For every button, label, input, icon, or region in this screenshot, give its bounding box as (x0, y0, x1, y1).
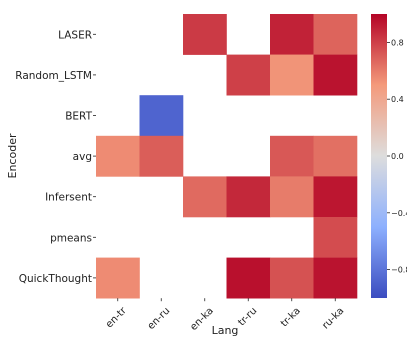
y-tick-label: Random_LSTM (15, 70, 92, 82)
heatmap-cell (313, 176, 358, 218)
heatmap-cell (270, 135, 314, 177)
colorbar-tick-label: −0.8 (391, 266, 407, 275)
heatmap-cell (226, 257, 271, 299)
heatmap-cell (313, 217, 358, 258)
y-tick-label: avg (73, 151, 92, 163)
heatmap-cell (270, 176, 314, 218)
colorbar-tick-label: 0.4 (391, 95, 404, 104)
colorbar-gradient (371, 14, 387, 298)
heatmap-cell (270, 14, 314, 55)
heatmap-cell (313, 135, 358, 177)
colorbar-tick-label: 0.0 (391, 152, 404, 161)
x-tick-label: en-tr (104, 305, 129, 330)
x-tick-label: en-ru (146, 305, 173, 332)
colorbar-ticks: 0.8 0.4 0.0 −0.4 −0.8 (387, 38, 407, 275)
colorbar-tick-label: −0.4 (391, 209, 407, 218)
heatmap-cell (139, 135, 184, 177)
heatmap-cell (270, 257, 314, 299)
heatmap-cell (183, 14, 227, 55)
x-tick-label: tr-ka (279, 305, 303, 329)
y-tick-label: LASER (58, 29, 92, 41)
colorbar-tick-label: 0.8 (391, 38, 404, 47)
y-axis-label: Encoder (6, 133, 19, 178)
heatmap-cell (313, 257, 358, 299)
heatmap-cell (96, 135, 140, 177)
heatmap-cell (139, 95, 184, 137)
heatmap-cell (313, 54, 358, 96)
y-tick-label: pmeans (50, 232, 92, 244)
colorbar: 0.8 0.4 0.0 −0.4 −0.8 (371, 14, 407, 298)
y-tick-label: Infersent (45, 192, 92, 204)
x-tick-label: tr-ru (236, 305, 259, 328)
heatmap-cells (96, 14, 358, 299)
y-tick-label: QuickThought (19, 273, 92, 285)
x-axis-label: Lang (212, 324, 239, 336)
heatmap-cell (183, 176, 227, 218)
heatmap-cell (96, 257, 140, 299)
heatmap-cell (226, 54, 271, 96)
x-tick-label: ru-ka (320, 305, 346, 331)
y-axis-ticks: LASER Random_LSTM BERT avg Infersent pmeans Qu… (15, 29, 96, 285)
heatmap-cell (313, 14, 358, 55)
y-tick-label: BERT (65, 111, 92, 123)
heatmap-cell (270, 54, 314, 96)
heatmap-cell (226, 176, 271, 218)
